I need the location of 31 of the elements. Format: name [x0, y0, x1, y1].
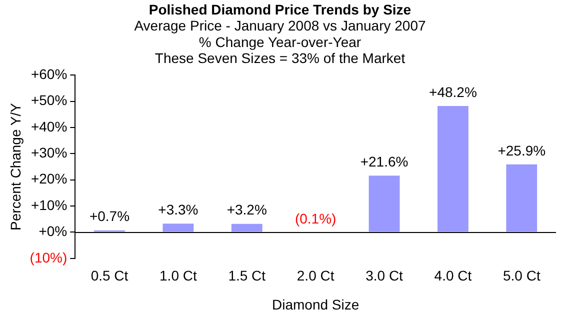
data-label: +48.2% — [429, 84, 477, 100]
x-tick-label: 3.0 Ct — [366, 268, 404, 284]
data-label: +0.7% — [89, 208, 130, 224]
x-tick-label: 4.0 Ct — [434, 268, 472, 284]
data-label: +3.3% — [158, 201, 198, 218]
bar — [368, 176, 400, 232]
y-tick-label: +0% — [38, 223, 68, 240]
y-tick-label: +30% — [30, 144, 68, 161]
x-tick-label: 5.0 Ct — [502, 268, 540, 284]
x-tick-label: 1.5 Ct — [228, 268, 266, 284]
y-tick-label: +40% — [30, 118, 68, 134]
y-tick-label: (10%) — [30, 249, 68, 266]
bar — [506, 164, 538, 232]
data-label: +21.6% — [360, 154, 408, 170]
x-tick-label: 2.0 Ct — [296, 268, 334, 284]
x-tick-label: 1.0 Ct — [160, 268, 197, 284]
y-axis-title: Percent Change Y/Y — [7, 102, 24, 230]
bar — [162, 224, 194, 232]
x-tick-label: 0.5 Ct — [90, 268, 128, 284]
data-label: +3.2% — [226, 202, 267, 218]
chart-subtitle: Average Price - January 2008 vs January 2007 % Change Year-over-Year These Seven Sizes = 33% of the Market — [134, 18, 426, 66]
y-tick-label: +10% — [30, 196, 68, 213]
x-axis-title: Diamond Size — [272, 296, 360, 312]
data-label: +25.9% — [498, 142, 546, 158]
chart-title: Polished Diamond Price Trends by Size — [148, 1, 412, 18]
y-tick-label: +60% — [30, 66, 68, 82]
bar — [231, 224, 262, 232]
bar — [438, 106, 468, 232]
y-tick-label: +50% — [30, 92, 68, 108]
data-label: (0.1%) — [294, 210, 336, 226]
y-tick-label: +20% — [30, 170, 68, 187]
